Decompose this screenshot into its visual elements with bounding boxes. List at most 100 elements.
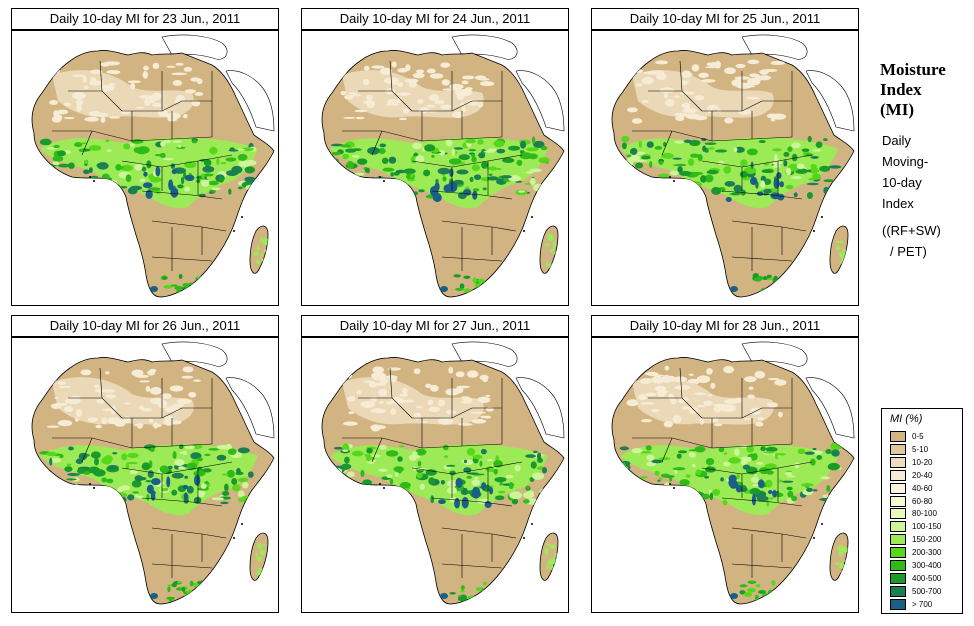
- wet-patch: [245, 184, 259, 191]
- wet-patch: [509, 491, 523, 500]
- wet-patch: [626, 154, 632, 158]
- wet-patch: [456, 169, 469, 175]
- wet-patch: [763, 188, 772, 194]
- dry-patch: [429, 73, 444, 79]
- wet-patch: [683, 191, 694, 194]
- dry-patch: [63, 116, 75, 120]
- dry-patch: [347, 396, 356, 402]
- wet-patch: [341, 467, 348, 471]
- wet-patch: [178, 466, 186, 470]
- wet-patch: [201, 179, 210, 187]
- dry-patch: [398, 398, 405, 404]
- border-line: [661, 437, 673, 463]
- wet-patch: [704, 475, 710, 479]
- dry-patch: [650, 409, 660, 413]
- south-wet-patch: [776, 281, 785, 287]
- very-wet-patch: [725, 196, 732, 202]
- wet-patch: [498, 490, 506, 494]
- wet-patch: [804, 451, 815, 455]
- wet-patch: [111, 495, 116, 504]
- wet-patch: [202, 468, 212, 473]
- wet-patch: [645, 501, 656, 505]
- legend-class: 100-150: [890, 521, 960, 533]
- border-line: [431, 190, 513, 200]
- south-wet-patch: [449, 591, 456, 595]
- legend-class: 0-5: [890, 431, 960, 443]
- south-wet-patch: [163, 285, 172, 289]
- madagascar-wet-patch: [545, 543, 551, 546]
- island-dot: [813, 230, 815, 232]
- dry-patch: [477, 396, 491, 404]
- wet-patch: [451, 148, 456, 156]
- dry-patch: [49, 99, 59, 106]
- wet-patch: [357, 158, 368, 165]
- dry-patch: [724, 117, 734, 124]
- madagascar-wet-patch: [842, 546, 849, 553]
- wet-patch: [663, 482, 670, 491]
- wet-patch: [542, 466, 548, 474]
- wet-patch: [90, 175, 99, 179]
- wet-patch: [466, 448, 476, 456]
- wet-patch: [812, 149, 822, 152]
- wet-patch: [518, 190, 526, 193]
- south-wet-patch: [177, 580, 182, 584]
- wet-band: [40, 137, 258, 209]
- very-wet-patch: [170, 187, 179, 198]
- wet-patch: [765, 446, 778, 452]
- wet-patch: [645, 445, 652, 451]
- dry-patch: [143, 65, 149, 71]
- wet-patch: [127, 494, 135, 501]
- south-wet-patch: [472, 277, 478, 284]
- wet-patch: [619, 190, 629, 196]
- dry-patch: [430, 384, 439, 392]
- dry-patch: [360, 400, 376, 409]
- wet-patch: [819, 165, 831, 172]
- wet-patch: [707, 147, 715, 150]
- africa-map: [11, 30, 279, 306]
- wet-patch: [790, 176, 803, 179]
- very-wet-patch: [751, 493, 757, 506]
- wet-patch: [66, 463, 72, 466]
- dry-patch: [419, 107, 429, 114]
- dry-patch: [82, 76, 87, 84]
- wet-patch: [139, 178, 146, 183]
- wet-patch: [103, 191, 109, 199]
- very-wet-patch: [171, 169, 177, 175]
- wet-patch: [494, 476, 507, 483]
- south-wet-patch: [183, 290, 190, 294]
- wet-patch: [810, 155, 819, 159]
- dry-patch: [672, 376, 688, 383]
- wet-patch: [53, 144, 60, 149]
- dry-patch: [379, 67, 392, 75]
- border-line: [679, 60, 683, 92]
- madagascar-wet-patch: [839, 562, 845, 570]
- dry-patch: [182, 114, 188, 119]
- island-dot: [669, 483, 671, 485]
- wet-patch: [471, 164, 481, 172]
- very-wet-patch: [779, 181, 784, 188]
- wet-patch: [766, 470, 774, 475]
- dry-patch: [631, 118, 643, 124]
- dry-patch: [165, 112, 181, 120]
- wet-patch: [793, 192, 798, 198]
- wet-patch: [494, 495, 505, 501]
- dry-patch: [694, 392, 707, 396]
- wet-patch: [46, 478, 54, 484]
- wet-patch: [47, 474, 51, 482]
- wet-patch: [734, 146, 745, 153]
- dry-patch: [674, 385, 691, 390]
- wet-patch: [442, 444, 449, 451]
- wet-patch: [646, 454, 655, 461]
- wet-patch: [723, 452, 728, 455]
- dry-patch: [169, 385, 184, 392]
- dry-patch: [626, 107, 638, 113]
- wet-patch: [783, 159, 788, 167]
- dry-patch: [95, 112, 109, 117]
- dry-patch: [655, 385, 667, 392]
- dry-region: [52, 377, 194, 425]
- dry-patch: [386, 400, 392, 405]
- wet-patch: [438, 150, 446, 156]
- panel-title: Daily 10-day MI for 27 Jun., 2011: [301, 315, 569, 337]
- wet-patch: [728, 457, 741, 464]
- arabia-outline: [805, 70, 855, 132]
